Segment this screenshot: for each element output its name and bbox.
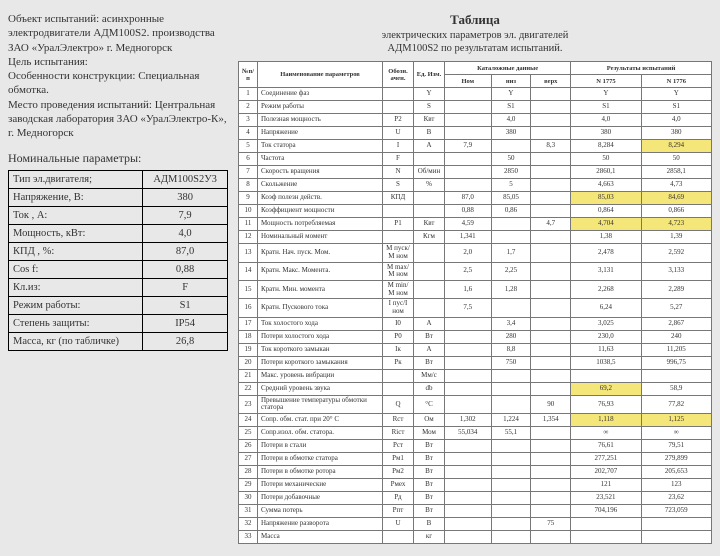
table-row: 13Кратн. Нач. пуск. Мом.М пуск/М ном2,01… (239, 244, 712, 262)
nominal-row: КПД , %:87,0 (9, 242, 228, 260)
table-row: 6ЧастотаF505050 (239, 153, 712, 166)
table-row: 17Ток холостого ходаI0А3,43,0252,867 (239, 317, 712, 330)
table-row: 14Кратн. Макс. Момента.М max/М ном2,52,2… (239, 262, 712, 280)
table-row: 33Массакг (239, 531, 712, 544)
table-row: 32Напряжение разворотаUВ75 (239, 518, 712, 531)
table-row: 21Макс. уровень вибрацииМм/с (239, 369, 712, 382)
table-row: 26Потери в сталиРстВт76,6179,51 (239, 440, 712, 453)
table-row: 31Сумма потерьРптВт704,196723,059 (239, 505, 712, 518)
main-table: №п/п Наименование параметров Обозн. ачен… (238, 61, 712, 544)
table-row: 1Соединение фазYYYY (239, 88, 712, 101)
nominal-row: Степень защиты:IP54 (9, 314, 228, 332)
table-row: 30Потери добавочныеРдВт23,52123,62 (239, 492, 712, 505)
table-row: 29Потери механическиеРмехВт121123 (239, 479, 712, 492)
table-row: 28Потери в обмотке ротораРм2Вт202,707205… (239, 466, 712, 479)
main-subtitle: электрических параметров эл. двигателей … (238, 30, 712, 55)
table-row: 25Сопр.изол. обм. статора.RiстМом55,0345… (239, 427, 712, 440)
table-row: 12Номинальный моментКгм1,3411,381,39 (239, 231, 712, 244)
table-row: 24Сопр. обм. стат. при 20° СRстОм1,3021,… (239, 414, 712, 427)
nominal-row: Масса, кг (по табличке)26,8 (9, 332, 228, 350)
nominal-row: Cos f:0,88 (9, 260, 228, 278)
table-row: 9Коэф полезн действ.КПД87,085,0585,0384,… (239, 192, 712, 205)
table-row: 16Кратн. Пускового токаI пус/I ном7,56,2… (239, 299, 712, 317)
left-column: Объект испытаний: асинхронные электродви… (8, 12, 228, 544)
table-row: 5Ток статораIА7,98,38,2848,294 (239, 140, 712, 153)
table-row: 23Превышение температуры обмотки статора… (239, 395, 712, 413)
right-column: Таблица электрических параметров эл. дви… (238, 12, 712, 544)
nominal-row: Ток , А:7,9 (9, 206, 228, 224)
table-row: 7Скорость вращенияNОб/мин28502860,12858,… (239, 166, 712, 179)
nominal-table: Тип эл.двигателя;АДМ100S2У3Напряжение, В… (8, 170, 228, 351)
table-row: 2Режим работыSS1S1S1 (239, 101, 712, 114)
intro-text: Объект испытаний: асинхронные электродви… (8, 12, 228, 141)
table-row: 20Потери короткого замыканияРкВт7501038,… (239, 356, 712, 369)
nominal-row: Кл.из:F (9, 278, 228, 296)
table-row: 18Потери холостого ходаP0Вт280230,0240 (239, 330, 712, 343)
table-row: 11Мощность потребляемаяP1Квт4,594,74,704… (239, 218, 712, 231)
table-row: 19Ток короткого замыканIкА8,811,6311,205 (239, 343, 712, 356)
nominal-row: Режим работы:S1 (9, 296, 228, 314)
table-row: 3Полезная мощностьP2Квт4,04,04,0 (239, 114, 712, 127)
nominal-title: Номинальные параметры: (8, 151, 228, 166)
table-row: 10Коэффициент мощности0,880,860,8640,866 (239, 205, 712, 218)
table-row: 27Потери в обмотке статораРм1Вт277,25127… (239, 453, 712, 466)
table-row: 15Кратн. Мин. моментаМ min/М ном1,61,282… (239, 280, 712, 298)
nominal-row: Тип эл.двигателя;АДМ100S2У3 (9, 170, 228, 188)
nominal-row: Напряжение, В:380 (9, 188, 228, 206)
table-row: 8СкольжениеS%54,6634,73 (239, 179, 712, 192)
table-row: 4НапряжениеUВ380380380 (239, 127, 712, 140)
nominal-row: Мощность, кВт:4,0 (9, 224, 228, 242)
main-title: Таблица (238, 12, 712, 28)
table-row: 22Средний уровень звукаdb69,258,9 (239, 382, 712, 395)
